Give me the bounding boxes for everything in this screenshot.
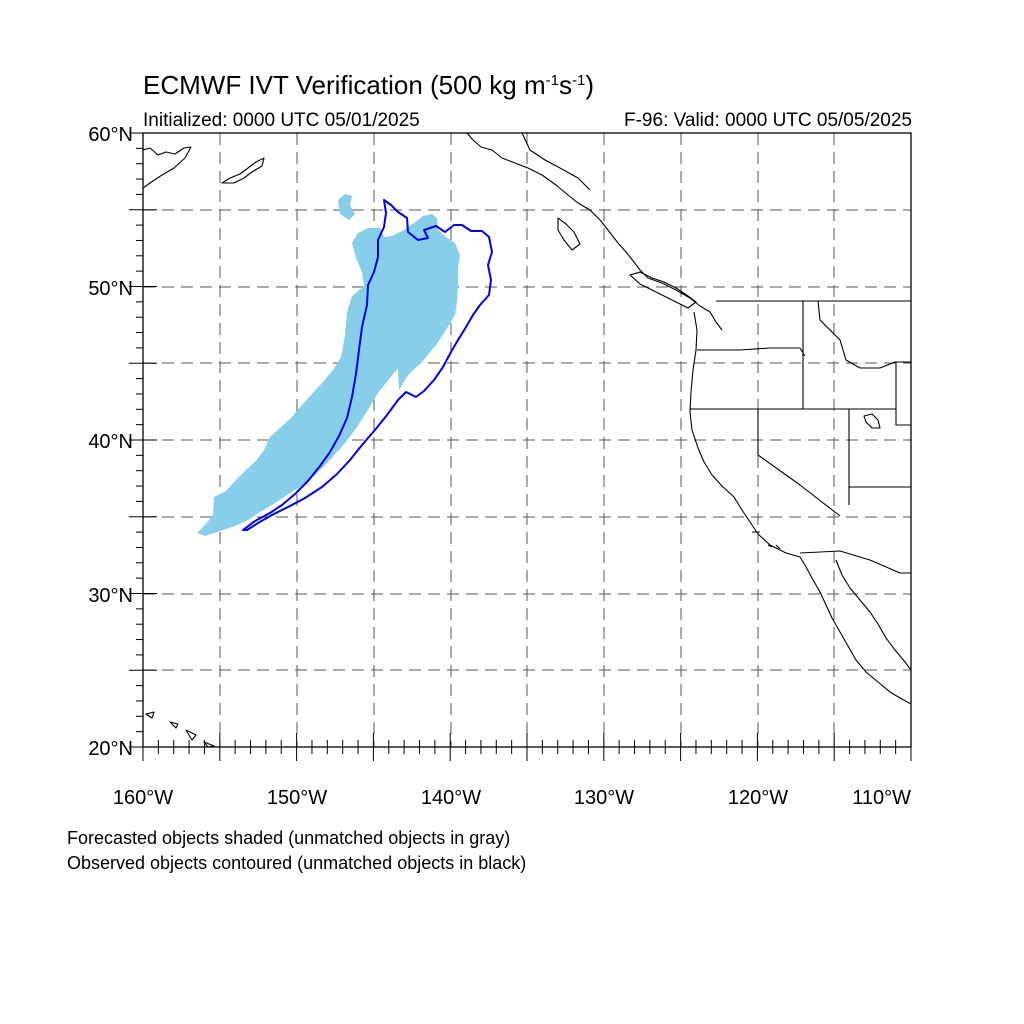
baja-california-coast — [799, 556, 911, 705]
initialized-label: Initialized: 0000 UTC 05/01/2025 — [143, 110, 420, 131]
montana-idaho-border — [817, 300, 911, 369]
great-salt-lake — [863, 413, 881, 429]
lon-label-130w: 130°W — [574, 787, 634, 809]
observed-ivt-contour — [242, 199, 493, 531]
figure-notes: Forecasted objects shaded (unmatched obj… — [67, 826, 526, 876]
gulf-of-california-coast — [835, 559, 911, 671]
us-mexico-border — [799, 550, 911, 574]
lat-label-20n: 20°N — [88, 738, 133, 760]
haida-gwaii-coast — [557, 217, 581, 251]
lon-label-150w: 150°W — [267, 787, 327, 809]
longitude-labels: 160°W 150°W 140°W 130°W 120°W 110°W — [113, 787, 911, 809]
channel-islands — [752, 531, 781, 550]
bc-coast — [617, 242, 723, 331]
forecast-ivt-object — [197, 194, 460, 536]
axis-ticks — [129, 132, 912, 761]
lon-label-160w: 160°W — [113, 787, 173, 809]
kodiak-coast — [221, 157, 265, 184]
lat-label-30n: 30°N — [88, 585, 133, 607]
alaska-peninsula-coast — [143, 146, 192, 189]
alaska-bc-border — [521, 133, 591, 191]
observed-note: Observed objects contoured (unmatched ob… — [67, 853, 527, 873]
lon-label-120w: 120°W — [728, 787, 788, 809]
lon-label-110w: 110°W — [852, 787, 911, 809]
coastlines — [143, 133, 911, 747]
hawaii-islands — [145, 711, 215, 747]
vancouver-island-coast — [629, 271, 697, 309]
latitude-labels: 60°N 50°N 40°N 30°N 20°N — [88, 124, 133, 760]
lat-label-50n: 50°N — [88, 278, 133, 300]
lon-label-140w: 140°W — [421, 787, 481, 809]
utah-wyoming-border — [895, 362, 911, 426]
figure-title: ECMWF IVT Verification (500 kg m-1s-1) — [143, 70, 594, 100]
lat-label-60n: 60°N — [88, 124, 133, 146]
washington-oregon-border — [697, 347, 806, 357]
lat-label-40n: 40°N — [88, 431, 133, 453]
us-west-coast — [689, 311, 801, 558]
southern-alaska-coast — [466, 133, 619, 244]
gridlines — [143, 133, 911, 747]
california-nevada-border — [757, 409, 841, 517]
valid-time-label: F-96: Valid: 0000 UTC 05/05/2025 — [624, 110, 912, 131]
forecast-note: Forecasted objects shaded (unmatched obj… — [67, 828, 511, 848]
